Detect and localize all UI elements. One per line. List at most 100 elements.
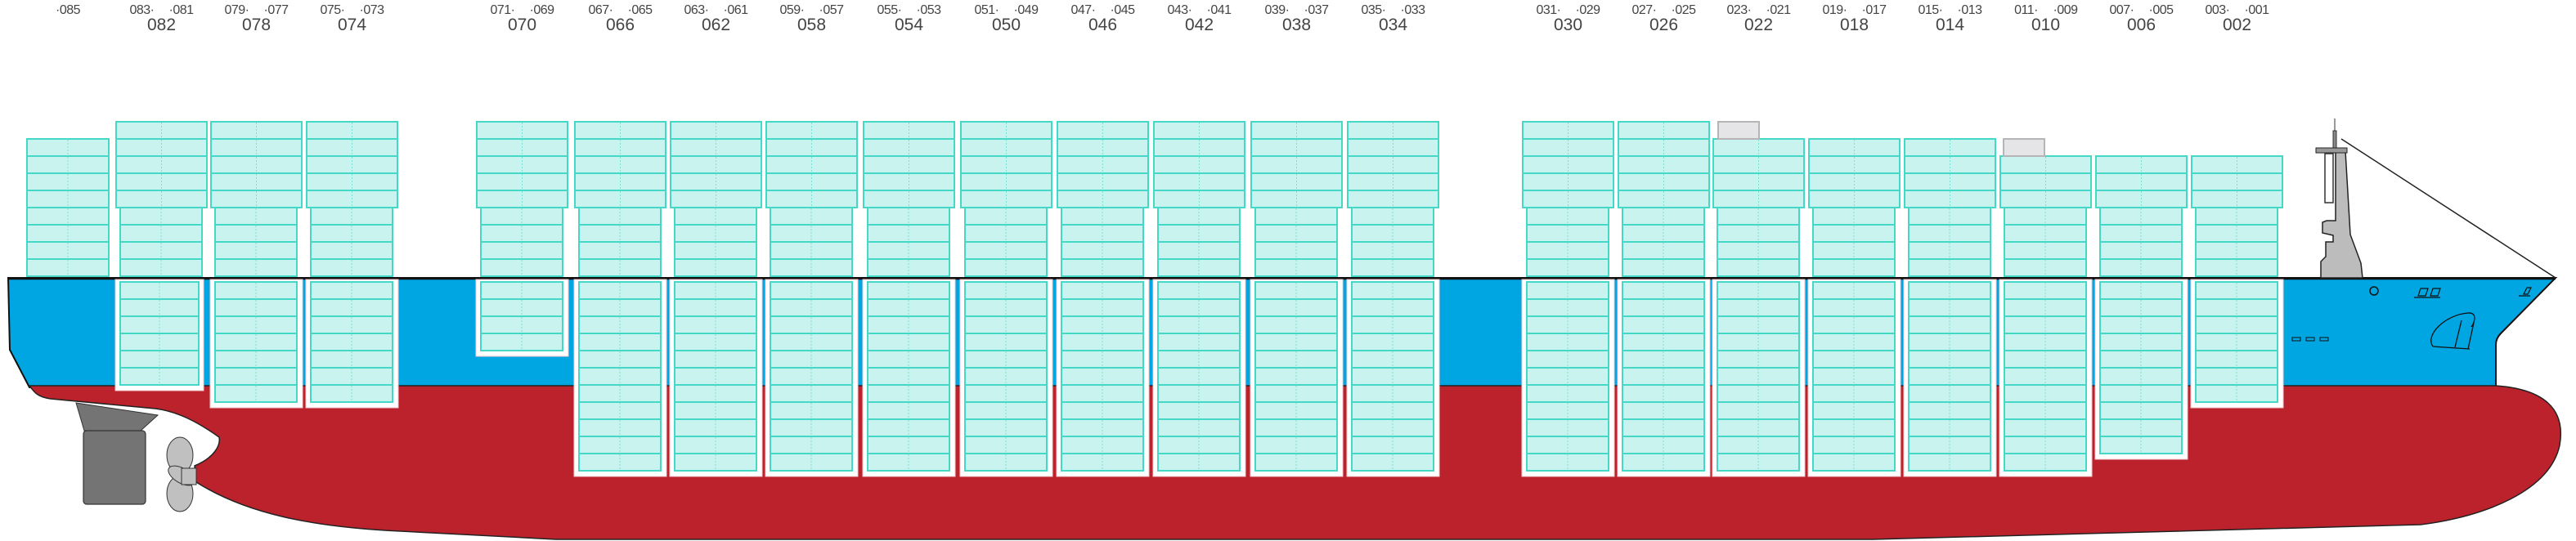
bay-number: 082 [146, 16, 177, 34]
sub-bay-number: ·053 [916, 3, 941, 17]
container-slot [1157, 241, 1241, 260]
container-slot [1061, 333, 1144, 351]
container-slot [770, 281, 853, 300]
container-slot [1254, 281, 1338, 300]
container-slot [960, 155, 1052, 174]
container-slot [1812, 350, 1896, 369]
sub-bay-number: 003· [2205, 3, 2230, 17]
container-slot [1254, 207, 1338, 226]
container-slot [1808, 155, 1901, 174]
container-slot [1254, 350, 1338, 369]
container-slot [214, 224, 298, 243]
container-slot [770, 453, 853, 472]
sub-bay-number: ·057 [819, 3, 844, 17]
sub-bay-number: 011· [2014, 3, 2038, 17]
container-slot [1157, 315, 1241, 334]
container-slot [574, 121, 666, 140]
container-slot [1618, 190, 1710, 208]
container-slot [1812, 418, 1896, 437]
sub-bay-number: 059· [779, 3, 805, 17]
container-slot [770, 418, 853, 437]
container-slot [1522, 121, 1614, 140]
container-slot [2099, 315, 2183, 334]
container-slot [2195, 281, 2278, 300]
container-slot [1254, 224, 1338, 243]
container-slot [770, 258, 853, 277]
container-slot [476, 138, 568, 157]
container-slot [1717, 333, 1800, 351]
container-slot [1622, 207, 1705, 226]
bay-074 [305, 121, 399, 409]
container-slot [1526, 333, 1609, 351]
container-slot [306, 155, 398, 174]
container-slot [2099, 298, 2183, 317]
bay-number: 022 [1744, 16, 1774, 34]
container-slot [1717, 298, 1800, 317]
empty-slot [1717, 121, 1760, 140]
container-slot [1526, 367, 1609, 386]
sub-bay-number: ·077 [263, 3, 289, 17]
container-slot [1618, 172, 1710, 191]
bay-034 [1346, 121, 1440, 477]
container-slot [1061, 241, 1144, 260]
container-slot [115, 155, 208, 174]
container-slot [770, 298, 853, 317]
bay-number: 038 [1281, 16, 1312, 34]
container-slot [214, 281, 298, 300]
container-slot [1717, 224, 1800, 243]
container-slot [480, 333, 563, 351]
container-slot [476, 172, 568, 191]
container-slot [2004, 401, 2087, 420]
container-slot [1908, 298, 1991, 317]
container-slot [578, 453, 662, 472]
container-slot [26, 190, 110, 208]
container-slot [863, 172, 955, 191]
container-slot [578, 224, 662, 243]
bay-038 [1250, 121, 1344, 477]
container-slot [214, 258, 298, 277]
sub-bay-number: 007· [2109, 3, 2134, 17]
container-slot [2004, 333, 2087, 351]
container-slot [310, 350, 393, 369]
container-slot [1717, 367, 1800, 386]
container-slot [1254, 258, 1338, 277]
container-slot [578, 258, 662, 277]
container-slot [2195, 315, 2278, 334]
container-slot [964, 367, 1048, 386]
sub-bay-number: ·069 [529, 3, 554, 17]
container-slot [1908, 384, 1991, 403]
container-slot [1157, 281, 1241, 300]
container-slot [1717, 207, 1800, 226]
container-slot [1347, 155, 1439, 174]
sub-bay-number: ·065 [627, 3, 653, 17]
sub-bay-number: 023· [1726, 3, 1752, 17]
container-slot [2099, 224, 2183, 243]
container-slot [214, 384, 298, 403]
bow-marks-icon [2414, 288, 2441, 298]
container-slot [1522, 138, 1614, 157]
container-slot [1812, 367, 1896, 386]
container-slot [1526, 298, 1609, 317]
container-slot [1908, 436, 1991, 454]
container-slot [119, 258, 203, 277]
bay-026 [1617, 121, 1711, 477]
container-slot [1061, 281, 1144, 300]
sub-bay-number: ·045 [1110, 3, 1135, 17]
container-slot [1351, 453, 1434, 472]
container-slot [1622, 298, 1705, 317]
container-slot [578, 367, 662, 386]
sub-bay-number: ·009 [2053, 3, 2078, 17]
container-slot [770, 384, 853, 403]
container-slot [674, 258, 757, 277]
container-slot [1622, 350, 1705, 369]
container-slot [1157, 207, 1241, 226]
container-slot [2004, 258, 2087, 277]
container-slot [867, 298, 950, 317]
container-slot [674, 436, 757, 454]
container-slot [1908, 258, 1991, 277]
bay-046 [1056, 121, 1150, 477]
container-slot [2099, 350, 2183, 369]
container-slot [1061, 384, 1144, 403]
hawse-mark-icon [2369, 286, 2379, 296]
bay-002 [2190, 155, 2284, 409]
